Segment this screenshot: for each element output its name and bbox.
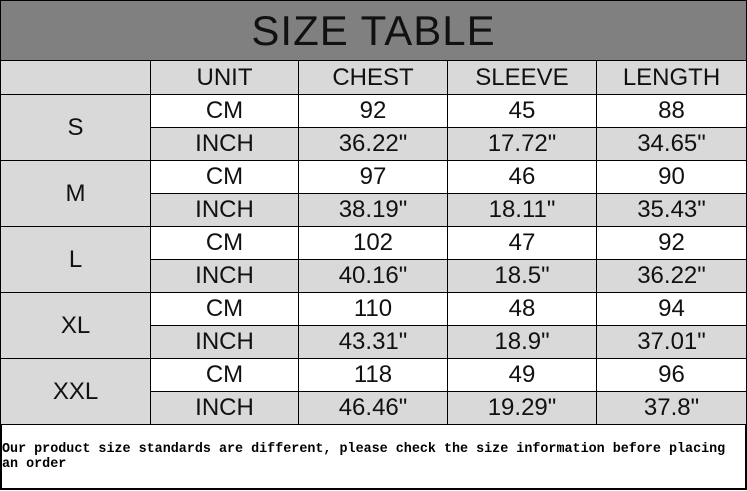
- chest-cell: 97: [298, 160, 448, 194]
- sleeve-cell: 18.11": [447, 193, 597, 227]
- header-row: UNIT CHEST SLEEVE LENGTH: [0, 60, 747, 95]
- table-row: L CM 102 47 92: [0, 226, 747, 293]
- corner-cell: [0, 60, 151, 95]
- table-row: M CM 97 46 90: [0, 160, 747, 227]
- unit-cell: CM: [150, 160, 299, 194]
- length-cell: 35.43": [596, 193, 747, 227]
- length-cell: 37.8": [596, 391, 747, 425]
- length-cell: 36.22": [596, 259, 747, 293]
- chest-cell: 43.31": [298, 325, 448, 359]
- table-row: S CM 92 45 88: [0, 94, 747, 161]
- header-sleeve: SLEEVE: [447, 60, 597, 95]
- sleeve-cell: 45: [447, 94, 597, 128]
- size-label: XL: [0, 292, 151, 359]
- chest-cell: 118: [298, 358, 448, 392]
- size-label: S: [0, 94, 151, 161]
- sleeve-cell: 19.29": [447, 391, 597, 425]
- page-title: SIZE TABLE: [0, 0, 747, 62]
- footer-note: Our product size standards are different…: [0, 424, 747, 490]
- table-row: INCH 40.16" 18.5" 36.22": [1, 259, 747, 293]
- unit-cell: INCH: [150, 193, 299, 227]
- chest-cell: 46.46": [298, 391, 448, 425]
- sleeve-cell: 18.9": [447, 325, 597, 359]
- table-row: XXL CM 118 49 96: [0, 358, 747, 425]
- length-cell: 37.01": [596, 325, 747, 359]
- unit-cell: CM: [150, 292, 299, 326]
- chest-cell: 38.19": [298, 193, 448, 227]
- header-unit: UNIT: [150, 60, 299, 95]
- sleeve-cell: 18.5": [447, 259, 597, 293]
- sleeve-cell: 47: [447, 226, 597, 260]
- table-row: INCH 38.19" 18.11" 35.43": [1, 193, 747, 227]
- length-cell: 88: [596, 94, 747, 128]
- size-label: XXL: [0, 358, 151, 425]
- size-table: UNIT CHEST SLEEVE LENGTH S CM 92 45 88 INCH 36…: [0, 60, 747, 425]
- unit-cell: INCH: [150, 259, 299, 293]
- chest-cell: 102: [298, 226, 448, 260]
- length-cell: 96: [596, 358, 747, 392]
- unit-cell: INCH: [150, 391, 299, 425]
- sleeve-cell: 48: [447, 292, 597, 326]
- unit-cell: CM: [150, 358, 299, 392]
- header-chest: CHEST: [298, 60, 448, 95]
- chest-cell: 92: [298, 94, 448, 128]
- table-row: XL CM 110 48 94: [0, 292, 747, 359]
- length-cell: 92: [596, 226, 747, 260]
- header-length: LENGTH: [596, 60, 747, 95]
- unit-cell: CM: [150, 226, 299, 260]
- sleeve-cell: 46: [447, 160, 597, 194]
- length-cell: 94: [596, 292, 747, 326]
- sleeve-cell: 17.72": [447, 127, 597, 161]
- sleeve-cell: 49: [447, 358, 597, 392]
- chest-cell: 36.22": [298, 127, 448, 161]
- length-cell: 90: [596, 160, 747, 194]
- chest-cell: 40.16": [298, 259, 448, 293]
- length-cell: 34.65": [596, 127, 747, 161]
- size-label: M: [0, 160, 151, 227]
- unit-cell: INCH: [150, 127, 299, 161]
- chest-cell: 110: [298, 292, 448, 326]
- unit-cell: CM: [150, 94, 299, 128]
- table-row: INCH 46.46" 19.29" 37.8": [1, 391, 747, 425]
- unit-cell: INCH: [150, 325, 299, 359]
- table-row: INCH 36.22" 17.72" 34.65": [1, 127, 747, 161]
- size-label: L: [0, 226, 151, 293]
